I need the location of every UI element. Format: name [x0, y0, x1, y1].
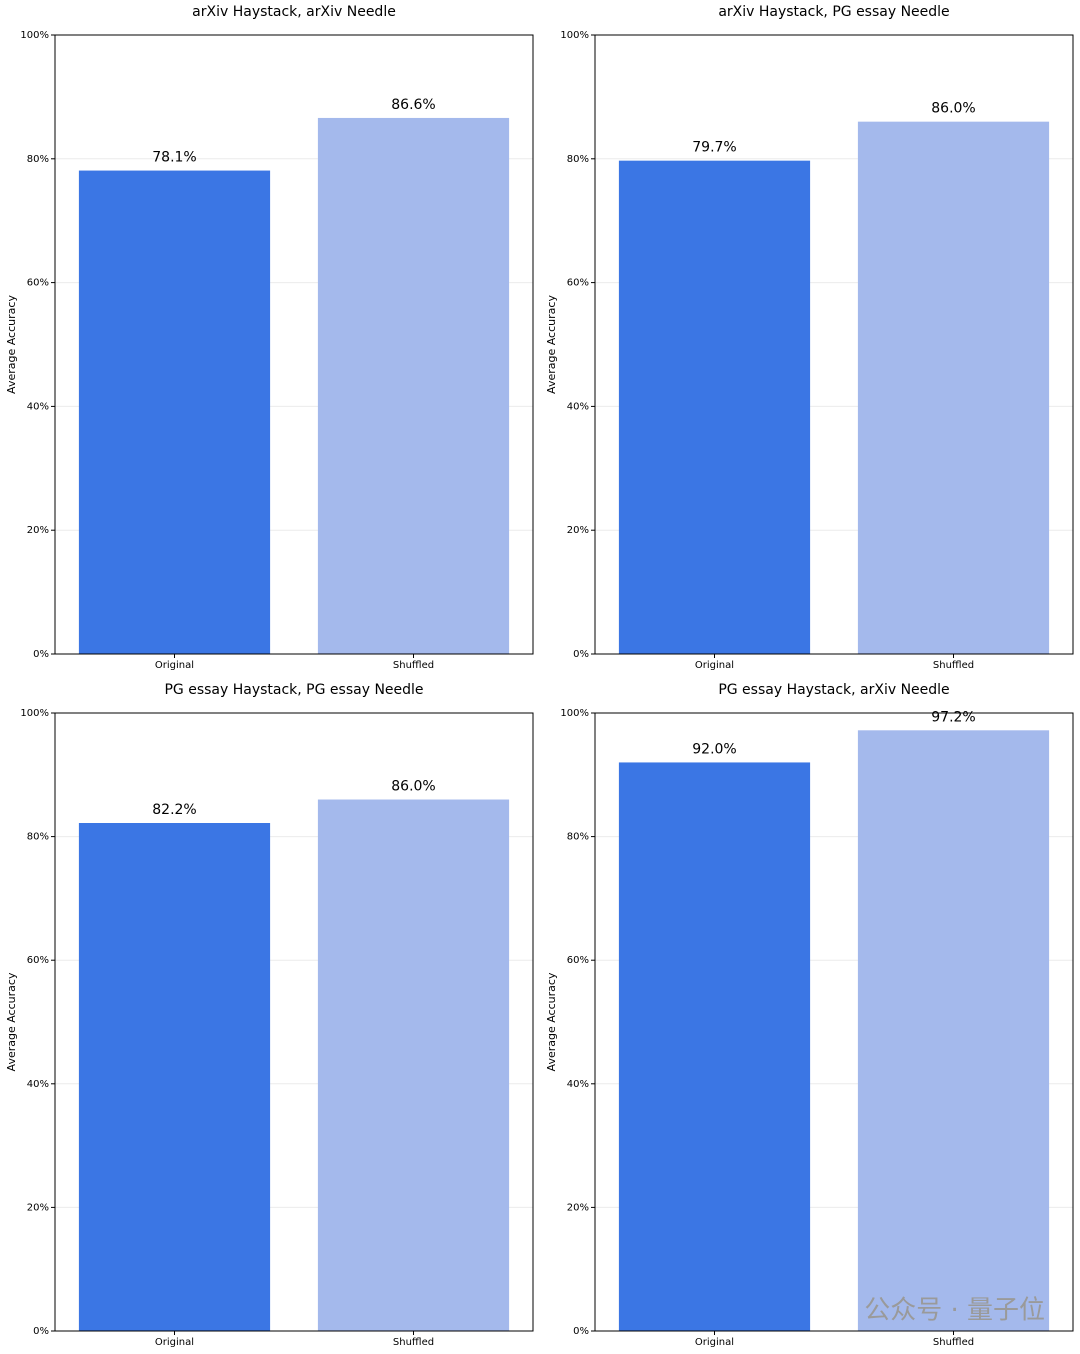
chart-title: arXiv Haystack, PG essay Needle	[718, 4, 949, 20]
x-tick-label: Shuffled	[933, 660, 974, 671]
x-tick-label: Original	[695, 1337, 734, 1348]
y-tick-label: 80%	[27, 832, 49, 843]
bar	[857, 730, 1050, 1331]
x-tick-label: Original	[155, 1337, 194, 1348]
y-tick-label: 40%	[567, 1079, 589, 1090]
value-label: 92.0%	[692, 741, 736, 757]
y-tick-label: 100%	[560, 708, 589, 719]
y-tick-label: 60%	[27, 278, 49, 289]
y-tick-label: 60%	[27, 955, 49, 966]
y-tick-label: 100%	[560, 30, 589, 41]
y-tick-label: 80%	[567, 832, 589, 843]
bar	[857, 121, 1050, 654]
value-label: 86.0%	[391, 779, 435, 795]
plot-frame	[54, 712, 534, 1332]
y-tick-label: 80%	[567, 154, 589, 165]
y-tick-label: 100%	[20, 708, 49, 719]
bar	[317, 117, 510, 655]
x-tick-label: Shuffled	[393, 660, 434, 671]
y-tick-label: 20%	[567, 525, 589, 536]
value-label: 82.2%	[152, 802, 196, 818]
y-tick-label: 60%	[567, 955, 589, 966]
chart-panel: PG essay Haystack, PG essay Needle Averag…	[5, 682, 534, 1348]
x-tick-label: Shuffled	[393, 1337, 434, 1348]
y-tick-label: 40%	[27, 1079, 49, 1090]
value-label: 86.6%	[391, 97, 435, 113]
plot-frame	[54, 34, 534, 655]
y-tick-label: 40%	[567, 401, 589, 412]
y-tick-label: 100%	[20, 30, 49, 41]
y-axis-label: Average Accuracy	[545, 295, 558, 394]
chart-panel: PG essay Haystack, arXiv Needle Average A…	[545, 682, 1074, 1348]
value-label: 86.0%	[931, 101, 975, 117]
y-tick-label: 0%	[573, 1326, 589, 1337]
bar	[78, 170, 271, 654]
chart-panel: arXiv Haystack, arXiv Needle Average Accu…	[5, 4, 534, 671]
x-tick-label: Shuffled	[933, 1337, 974, 1348]
y-axis-label: Average Accuracy	[5, 972, 18, 1071]
y-tick-label: 0%	[573, 649, 589, 660]
y-tick-label: 0%	[33, 1326, 49, 1337]
chart-panel: arXiv Haystack, PG essay Needle Average A…	[545, 4, 1074, 671]
y-tick-label: 0%	[33, 649, 49, 660]
bar	[618, 762, 811, 1331]
plot-frame	[594, 34, 1074, 655]
chart-title: PG essay Haystack, PG essay Needle	[164, 682, 423, 698]
bar	[317, 799, 510, 1331]
chart-title: arXiv Haystack, arXiv Needle	[192, 4, 396, 20]
value-label: 78.1%	[152, 150, 196, 166]
watermark: 公众号 · 量子位	[864, 1296, 1045, 1326]
y-axis-label: Average Accuracy	[545, 972, 558, 1071]
x-tick-label: Original	[155, 660, 194, 671]
y-tick-label: 40%	[27, 401, 49, 412]
x-tick-label: Original	[695, 660, 734, 671]
plot-frame	[594, 712, 1074, 1332]
chart-title: PG essay Haystack, arXiv Needle	[718, 682, 949, 698]
value-label: 79.7%	[692, 140, 736, 156]
y-axis-label: Average Accuracy	[5, 295, 18, 394]
y-tick-label: 80%	[27, 154, 49, 165]
y-tick-label: 20%	[567, 1202, 589, 1213]
y-tick-label: 20%	[27, 525, 49, 536]
bar	[78, 823, 271, 1331]
y-tick-label: 20%	[27, 1202, 49, 1213]
y-tick-label: 60%	[567, 278, 589, 289]
bar	[618, 160, 811, 655]
value-label: 97.2%	[931, 709, 975, 725]
